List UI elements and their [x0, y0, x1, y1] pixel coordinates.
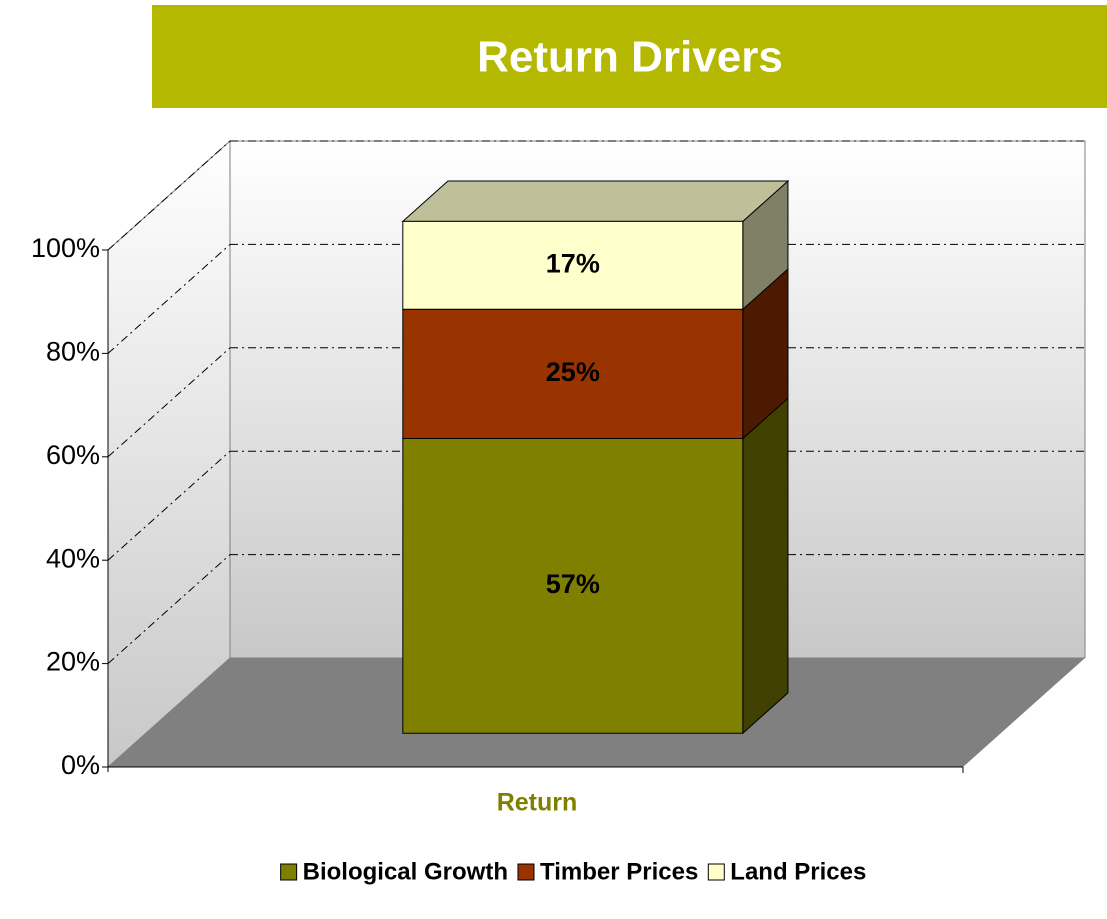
y-tick-label: 40% [46, 543, 100, 573]
data-label: 17% [546, 248, 600, 278]
chart-title: Return Drivers [477, 33, 783, 82]
legend-label: Biological Growth [303, 858, 508, 885]
side-wall [107, 139, 231, 769]
bar [402, 220, 744, 310]
y-tick-label: 80% [46, 337, 100, 367]
legend-label: Land Prices [730, 858, 866, 885]
legend-swatch [707, 863, 725, 881]
y-tick-label: 60% [46, 440, 100, 470]
data-label: 57% [546, 569, 600, 599]
bar-side [742, 397, 789, 735]
title-banner [152, 5, 1107, 108]
legend-label: Timber Prices [540, 858, 698, 885]
bar-top [401, 180, 790, 222]
legend-swatch [517, 863, 535, 881]
x-tick-label: Return [497, 789, 578, 817]
legend-swatch [280, 863, 298, 881]
y-tick-label: 100% [31, 233, 100, 263]
data-label: 25% [546, 357, 600, 387]
y-tick-label: 0% [61, 750, 100, 780]
y-tick-label: 20% [46, 647, 100, 677]
